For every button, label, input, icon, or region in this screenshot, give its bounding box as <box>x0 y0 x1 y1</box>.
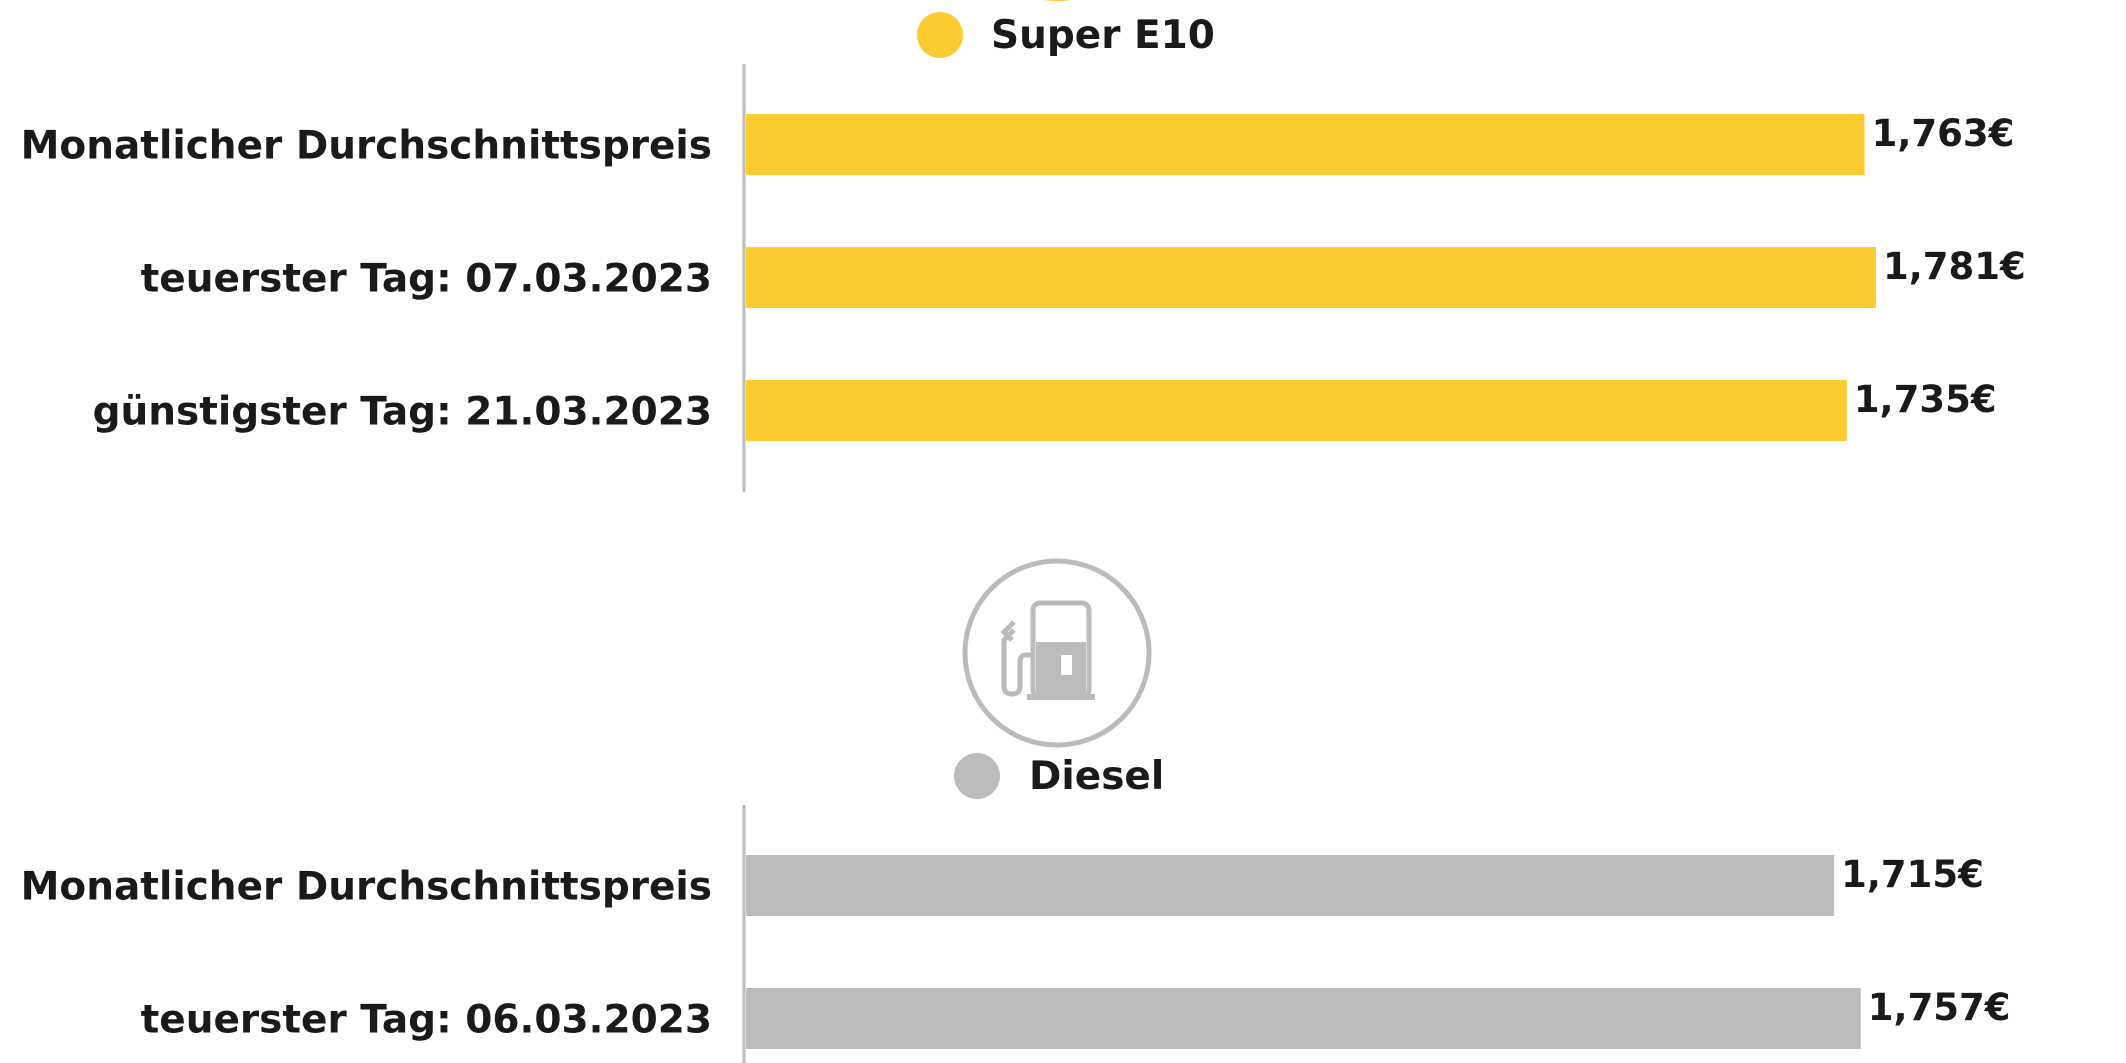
diesel-bars: Monatlicher Durchschnittspreis 1,715€ teue… <box>21 853 2011 1049</box>
super-e10-value-label-1: 1,781€ <box>1883 245 2026 288</box>
super-e10-bar-0 <box>746 114 1865 175</box>
diesel-legend-dot <box>954 753 1000 799</box>
super-e10-bars: Monatlicher Durchschnittspreis 1,763€ teue… <box>21 112 2026 441</box>
super-e10-section: Super E10 Monatlicher Durchschnittspreis… <box>21 12 2026 492</box>
super-e10-legend-dot <box>917 12 963 58</box>
diesel-category-label-0: Monatlicher Durchschnittspreis <box>21 865 712 910</box>
fuel-pump-icon <box>962 558 1152 748</box>
diesel-bar-0 <box>746 855 1835 916</box>
super-e10-bar-2 <box>746 380 1847 441</box>
super-e10-bar-1 <box>746 247 1876 308</box>
super-e10-value-label-2: 1,735€ <box>1854 378 1997 421</box>
diesel-legend-label: Diesel <box>1029 754 1164 799</box>
super-e10-value-label-0: 1,763€ <box>1872 112 2015 155</box>
super-e10-category-label-2: günstigster Tag: 21.03.2023 <box>93 390 712 435</box>
diesel-value-label-1: 1,757€ <box>1868 986 2011 1029</box>
diesel-category-label-1: teuerster Tag: 06.03.2023 <box>141 998 712 1043</box>
super-e10-legend-label: Super E10 <box>991 13 1215 58</box>
diesel-section: Diesel Monatlicher Durchschnittspreis 1,7… <box>21 753 2011 1063</box>
super-e10-category-label-1: teuerster Tag: 07.03.2023 <box>141 257 712 302</box>
diesel-value-label-0: 1,715€ <box>1841 853 1984 896</box>
super-e10-category-label-0: Monatlicher Durchschnittspreis <box>21 124 712 169</box>
diesel-bar-1 <box>746 988 1861 1049</box>
